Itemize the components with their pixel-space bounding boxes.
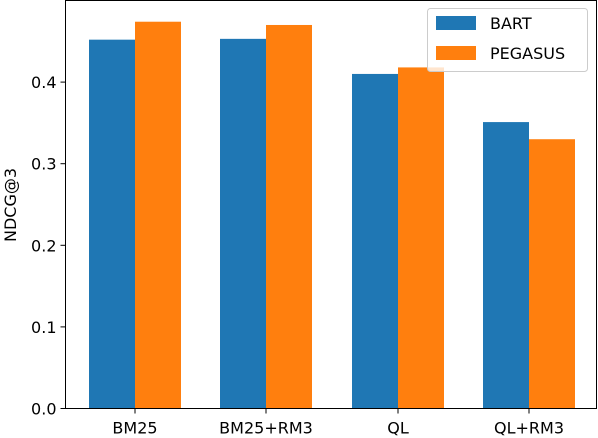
legend-label-pegasus: PEGASUS <box>490 44 565 63</box>
bar-pegasus-bm25 <box>135 21 181 409</box>
x-tick-label: QL <box>387 419 409 438</box>
bar-pegasus-bm25-rm3 <box>266 24 312 409</box>
y-tick-label: 0.2 <box>31 236 56 255</box>
y-tick-label: 0.4 <box>31 73 56 92</box>
y-tick-label: 0.1 <box>31 318 56 337</box>
y-tick-label: 0.3 <box>31 155 56 174</box>
y-tick-label: 0.0 <box>31 400 56 419</box>
bar-bart-bm25-rm3 <box>220 38 266 409</box>
y-axis-label: NDCG@3 <box>1 168 20 242</box>
x-axis: BM25 BM25+RM3 QL QL+RM3 <box>112 408 564 438</box>
bar-bart-bm25 <box>89 39 135 409</box>
legend-label-bart: BART <box>490 14 532 33</box>
bar-bart-ql-rm3 <box>483 122 529 409</box>
legend-swatch-pegasus <box>436 46 476 60</box>
legend: BART PEGASUS <box>427 8 588 72</box>
y-axis: 0.0 0.1 0.2 0.3 0.4 <box>31 73 66 419</box>
legend-swatch-bart <box>436 16 476 30</box>
x-tick-label: BM25+RM3 <box>219 419 313 438</box>
bars-group <box>89 21 575 409</box>
bar-pegasus-ql <box>398 67 444 409</box>
x-tick-label: BM25 <box>112 419 157 438</box>
bar-bart-ql <box>352 73 398 409</box>
plot-frame <box>65 0 597 409</box>
bar-pegasus-ql-rm3 <box>529 139 575 409</box>
x-tick-label: QL+RM3 <box>494 419 564 438</box>
